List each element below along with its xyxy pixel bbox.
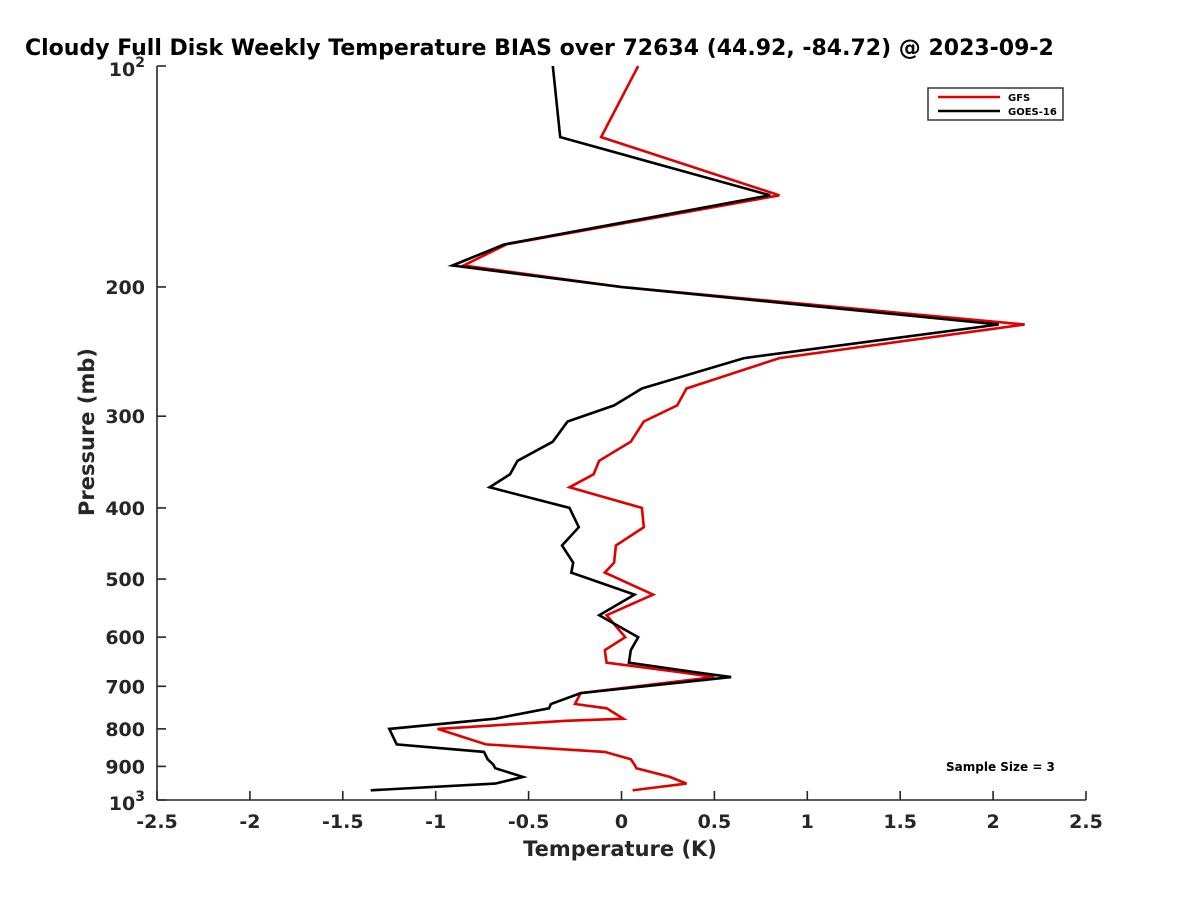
y-tick-label: 102 bbox=[109, 55, 145, 81]
y-tick-label: 400 bbox=[105, 498, 145, 520]
x-tick-label: -0.5 bbox=[508, 811, 550, 833]
x-tick-label: 2.5 bbox=[1069, 811, 1103, 833]
y-tick-label: 300 bbox=[105, 406, 145, 428]
y-tick-label: 200 bbox=[105, 277, 145, 299]
y-tick-label: 500 bbox=[105, 569, 145, 591]
y-tick-label: 600 bbox=[105, 627, 145, 649]
legend: GFS GOES-16 bbox=[927, 87, 1064, 121]
y-tick-label: 103 bbox=[109, 789, 145, 815]
ticks: -2.5 -2 -1.5 -1 -0.5 0 0.5 1 1.5 2 2.5 200 300 400 500… bbox=[105, 55, 1103, 833]
series-line-gfs bbox=[437, 65, 1025, 792]
legend-box bbox=[927, 87, 1064, 121]
y-tick-label: 800 bbox=[105, 719, 145, 741]
x-tick-label: 2 bbox=[986, 811, 999, 833]
x-axis-label: Temperature (K) bbox=[523, 837, 717, 861]
legend-label: GOES-16 bbox=[1008, 107, 1057, 118]
x-tick-label: -2.5 bbox=[136, 811, 178, 833]
x-tick-label: -2 bbox=[239, 811, 260, 833]
x-tick-label: 0 bbox=[615, 811, 628, 833]
y-tick-label: 700 bbox=[105, 676, 145, 698]
legend-label: GFS bbox=[1008, 93, 1030, 104]
series-group bbox=[370, 65, 1025, 792]
chart-title: Cloudy Full Disk Weekly Temperature BIAS… bbox=[25, 36, 1054, 61]
x-tick-label: 0.5 bbox=[698, 811, 732, 833]
x-tick-label: 1 bbox=[801, 811, 814, 833]
x-tick-label: 1.5 bbox=[883, 811, 917, 833]
y-axis-label: Pressure (mb) bbox=[75, 348, 99, 516]
x-tick-label: -1 bbox=[425, 811, 446, 833]
series-line-goes-16 bbox=[370, 65, 999, 792]
y-tick-label: 900 bbox=[105, 756, 145, 778]
sample-size-annotation: Sample Size = 3 bbox=[946, 760, 1055, 774]
x-tick-label: -1.5 bbox=[322, 811, 364, 833]
